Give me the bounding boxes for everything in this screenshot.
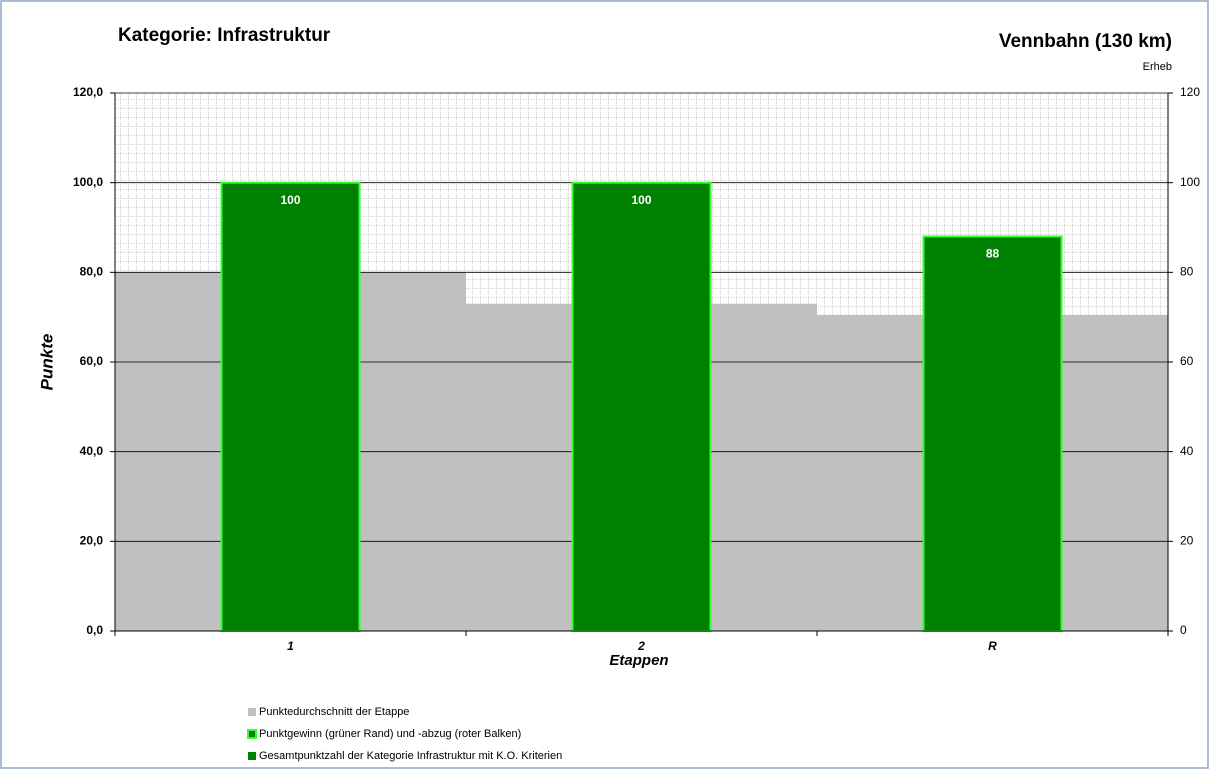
legend-swatch xyxy=(247,729,257,739)
y2-tick-label: 0 xyxy=(1180,623,1187,637)
bar xyxy=(571,181,712,633)
x-tick-label: 1 xyxy=(287,639,294,653)
legend-label: Gesamtpunktzahl der Kategorie Infrastruk… xyxy=(259,750,562,762)
chart-title: Kategorie: Infrastruktur xyxy=(118,25,331,46)
y2-tick-label: 120 xyxy=(1180,85,1200,99)
value-label: 100 xyxy=(280,193,300,207)
y-tick-label: 120,0 xyxy=(73,85,103,99)
legend-swatch xyxy=(248,752,256,760)
y-tick-label: 60,0 xyxy=(80,354,104,368)
y2-tick-label: 60 xyxy=(1180,354,1194,368)
y2-tick-label: 100 xyxy=(1180,175,1200,189)
y-tick-label: 0,0 xyxy=(86,623,103,637)
legend: Punktedurchschnitt der Etappe Punktgewinn… xyxy=(247,706,562,762)
y2-tick-label: 80 xyxy=(1180,265,1194,279)
x-axis-label: Etappen xyxy=(609,652,668,669)
value-label: 100 xyxy=(631,193,651,207)
x-tick-label: 2 xyxy=(637,639,645,653)
chart-subtitle: Vennbahn (130 km) xyxy=(999,31,1172,52)
bar xyxy=(922,235,1063,632)
y-axis-label: Punkte xyxy=(37,334,56,391)
y-tick-label: 20,0 xyxy=(80,534,104,548)
y-tick-label: 40,0 xyxy=(80,444,104,458)
value-label: 88 xyxy=(986,247,1000,261)
legend-label: Punktgewinn (grüner Rand) und -abzug (ro… xyxy=(259,728,521,740)
y-tick-label: 80,0 xyxy=(80,265,104,279)
y2-tick-label: 40 xyxy=(1180,444,1194,458)
annotation: Erheb xyxy=(1143,61,1172,73)
y-tick-label: 100,0 xyxy=(73,175,103,189)
x-tick-label: R xyxy=(988,639,997,653)
y2-tick-label: 20 xyxy=(1180,534,1194,548)
legend-swatch xyxy=(248,708,256,716)
bar xyxy=(220,181,361,633)
legend-label: Punktedurchschnitt der Etappe xyxy=(259,706,409,718)
